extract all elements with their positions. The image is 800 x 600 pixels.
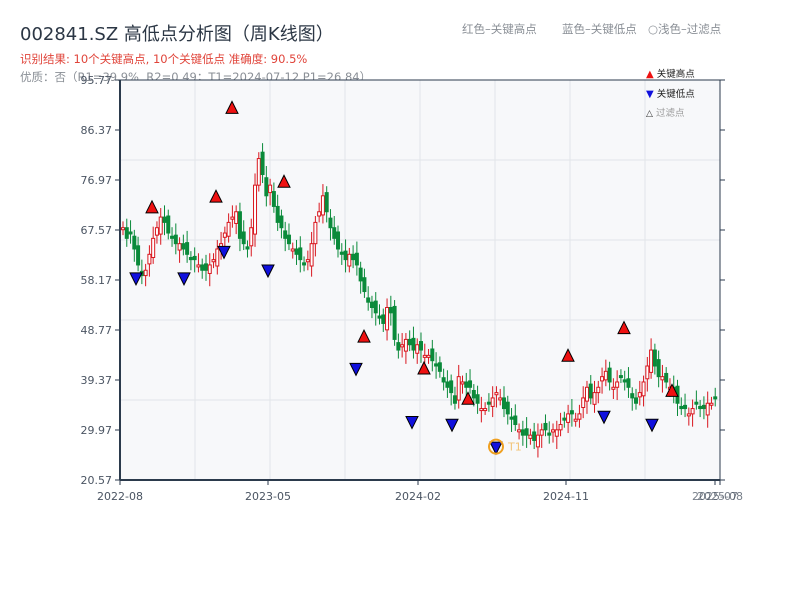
svg-text:2023-05: 2023-05 bbox=[245, 490, 291, 503]
top-legend-red: 红色–关键高点 bbox=[462, 22, 537, 36]
svg-text:67.57: 67.57 bbox=[81, 224, 113, 237]
svg-text:86.37: 86.37 bbox=[81, 124, 113, 137]
legend-filtered: △ 过滤点 bbox=[646, 105, 684, 119]
svg-text:20.57: 20.57 bbox=[81, 474, 113, 487]
svg-text:2022-08: 2022-08 bbox=[97, 490, 143, 503]
svg-text:58.17: 58.17 bbox=[81, 274, 113, 287]
top-legend-blue: 蓝色–关键低点 bbox=[562, 22, 637, 36]
key-point-markers: T1 bbox=[129, 100, 679, 456]
triangle-down-icon: ▼ bbox=[646, 89, 654, 100]
top-legend-light: ○浅色–过滤点 bbox=[648, 22, 722, 36]
svg-text:95.77: 95.77 bbox=[81, 74, 113, 87]
svg-text:2025-08: 2025-08 bbox=[697, 490, 743, 503]
svg-text:2024-11: 2024-11 bbox=[543, 490, 589, 503]
grid-lines bbox=[120, 80, 720, 480]
svg-text:48.77: 48.77 bbox=[81, 324, 113, 337]
legend-high: ▲ 关键高点 bbox=[646, 66, 695, 80]
legend-high-label: 关键高点 bbox=[656, 69, 695, 80]
svg-text:76.97: 76.97 bbox=[81, 174, 113, 187]
legend-low: ▼ 关键低点 bbox=[646, 86, 695, 100]
chart-title: 002841.SZ 高低点分析图（周K线图） bbox=[20, 24, 334, 45]
triangle-outline-icon: △ bbox=[646, 109, 653, 119]
svg-text:39.37: 39.37 bbox=[81, 374, 113, 387]
svg-text:29.97: 29.97 bbox=[81, 424, 113, 437]
legend-low-label: 关键低点 bbox=[656, 89, 695, 100]
svg-text:T1: T1 bbox=[507, 441, 522, 454]
axes: 20.57 29.97 39.37 48.77 58.17 67.57 76.97 86.37… bbox=[81, 74, 743, 503]
triangle-up-icon: ▲ bbox=[646, 69, 654, 80]
result-summary: 识别结果: 10个关键高点, 10个关键低点 准确度: 90.5% bbox=[20, 52, 308, 66]
svg-text:2025-07: 2025-07 bbox=[692, 490, 738, 503]
svg-text:2024-02: 2024-02 bbox=[395, 490, 441, 503]
legend-filtered-label: 过滤点 bbox=[655, 108, 685, 119]
